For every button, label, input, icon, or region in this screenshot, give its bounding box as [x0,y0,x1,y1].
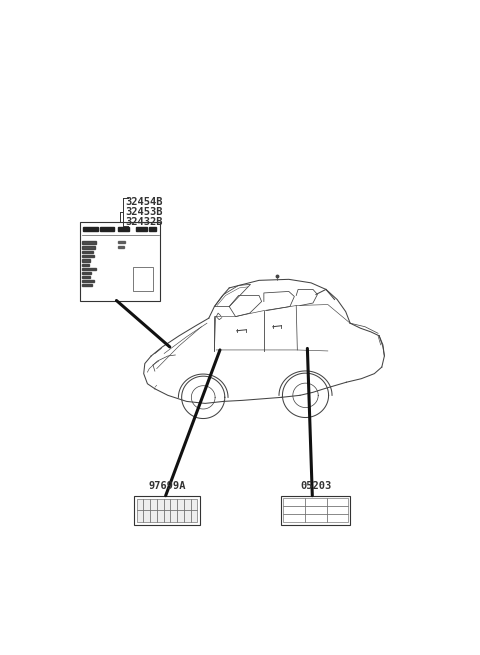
Text: 05203: 05203 [300,481,331,491]
Bar [157,498,164,510]
Bar [118,246,124,248]
Bar [135,227,147,231]
Bar [150,498,157,510]
Bar [149,227,156,231]
Bar [191,498,197,510]
Bar [283,506,305,514]
Bar [132,267,153,291]
Bar [118,227,129,231]
Bar [150,510,157,522]
Bar [83,240,96,244]
Text: 32454B: 32454B [125,197,163,207]
Bar [83,280,94,282]
Bar [326,514,348,523]
Bar [83,276,89,278]
Bar [184,510,191,522]
Bar [137,510,144,522]
Bar [305,514,326,523]
Bar [84,227,97,231]
Bar [83,259,90,262]
Bar [144,510,150,522]
Bar [170,510,177,522]
Bar [164,510,170,522]
Bar [83,264,89,266]
Text: 32453B: 32453B [125,207,163,217]
Bar [283,498,305,506]
Bar [83,284,92,286]
Bar [118,240,125,243]
Bar [326,498,348,506]
Bar [326,506,348,514]
Bar [305,506,326,514]
Bar [281,496,350,525]
Bar [83,268,96,270]
Bar [177,498,184,510]
Bar [144,498,150,510]
Bar [83,251,93,253]
Bar [83,255,94,257]
Bar [283,514,305,523]
Bar [184,498,191,510]
Bar [100,227,114,231]
Bar [137,498,144,510]
Text: 32432B: 32432B [125,217,163,227]
Bar [191,510,197,522]
Bar [164,498,170,510]
Bar [157,510,164,522]
Bar [83,272,91,274]
Bar [305,498,326,506]
Text: 97699A: 97699A [148,481,186,491]
Bar [83,246,95,248]
Bar [81,222,160,301]
Bar [134,496,200,525]
Bar [170,498,177,510]
Bar [177,510,184,522]
